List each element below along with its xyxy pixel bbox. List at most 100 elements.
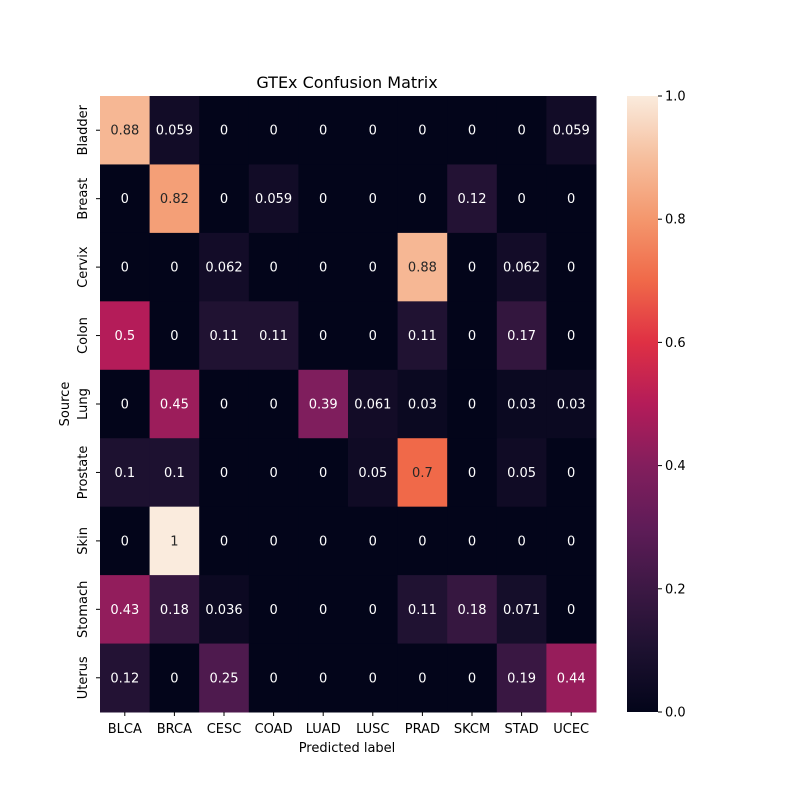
- cell-value-label: 0.12: [110, 671, 139, 686]
- x-tick-label: PRAD: [405, 722, 440, 737]
- cell-value-label: 0: [121, 398, 129, 413]
- cell-value-label: 0: [319, 466, 327, 481]
- cell-value-label: 0: [567, 534, 575, 549]
- cell-value-label: 0.03: [507, 398, 536, 413]
- heatmap-cell: [199, 575, 250, 645]
- heatmap-cell: [199, 506, 250, 576]
- heatmap-cell: [348, 438, 399, 508]
- heatmap-cell: [248, 369, 299, 439]
- cell-value-label: 0.061: [354, 398, 391, 413]
- heatmap-cell: [100, 164, 151, 234]
- heatmap-cell: [100, 96, 151, 165]
- heatmap-cell: [100, 232, 151, 302]
- heatmap-cell: [100, 301, 151, 371]
- colorbar-tick-label: 0.0: [665, 706, 686, 721]
- cell-value-label: 0.059: [553, 124, 590, 139]
- cell-value-label: 0: [517, 124, 525, 139]
- cell-value-label: 0: [468, 534, 476, 549]
- cell-value-label: 0.062: [205, 261, 242, 276]
- cell-value-label: 0.12: [458, 192, 487, 207]
- heatmap-cell: [447, 96, 498, 165]
- heatmap-cell: [496, 643, 547, 713]
- cell-value-label: 1: [170, 534, 178, 549]
- heatmap-cell: [496, 575, 547, 645]
- heatmap-cell: [397, 369, 448, 439]
- heatmap-cell: [199, 301, 250, 371]
- heatmap-cell: [298, 438, 349, 508]
- x-tick-label: LUSC: [356, 722, 389, 737]
- x-tick-label: CESC: [207, 722, 242, 737]
- cell-value-label: 0: [319, 534, 327, 549]
- heatmap-cell: [149, 506, 200, 576]
- y-tick-label: Stomach: [76, 581, 91, 638]
- colorbar: 0.0 0.2 0.4 0.6 0.8 1.0: [627, 90, 686, 721]
- cell-value-label: 0: [220, 534, 228, 549]
- cell-value-label: 0: [517, 192, 525, 207]
- heatmap-cell: [298, 96, 349, 165]
- cell-value-label: 0.05: [507, 466, 536, 481]
- heatmap-cell: [546, 643, 597, 713]
- cell-value-label: 0: [369, 192, 377, 207]
- cell-value-label: 0: [319, 671, 327, 686]
- y-axis-label: Source: [58, 382, 73, 427]
- cell-value-label: 0: [567, 466, 575, 481]
- cell-value-label: 0: [369, 671, 377, 686]
- heatmap-cell: [348, 643, 399, 713]
- heatmap-cell: [348, 506, 399, 576]
- cell-value-label: 0: [468, 124, 476, 139]
- x-tick-label: LUAD: [306, 722, 341, 737]
- heatmap-cell: [496, 96, 547, 165]
- heatmap-cell: [298, 164, 349, 234]
- x-tick-label: BLCA: [108, 722, 142, 737]
- cell-value-label: 0.11: [408, 329, 437, 344]
- cell-value-label: 0.03: [408, 398, 437, 413]
- cell-value-label: 0: [121, 534, 129, 549]
- colorbar-tick-label: 0.6: [665, 336, 686, 351]
- cell-value-label: 0: [269, 534, 277, 549]
- cell-value-label: 0: [269, 466, 277, 481]
- cell-value-label: 0: [468, 466, 476, 481]
- heatmap-cell: [248, 643, 299, 713]
- cell-value-label: 0: [468, 329, 476, 344]
- heatmap-cell: [447, 369, 498, 439]
- heatmap-cell: [397, 643, 448, 713]
- cell-value-label: 0.45: [160, 398, 189, 413]
- heatmap-cell: [546, 369, 597, 439]
- heatmap-cell: [348, 96, 399, 165]
- cell-value-label: 0: [220, 124, 228, 139]
- y-tick-label: Cervix: [76, 246, 91, 288]
- heatmap-cell: [199, 232, 250, 302]
- heatmap-cell: [149, 643, 200, 713]
- heatmap-cell: [447, 643, 498, 713]
- cell-value-label: 0: [369, 124, 377, 139]
- cell-value-label: 0: [220, 398, 228, 413]
- cell-value-label: 0: [369, 261, 377, 276]
- y-tick-label: Skin: [76, 527, 91, 555]
- heatmap-cell: [496, 164, 547, 234]
- heatmap-cell: [100, 369, 151, 439]
- y-tick-label: Uterus: [76, 656, 91, 699]
- heatmap-cell: [496, 369, 547, 439]
- y-tick-label: Prostate: [76, 446, 91, 500]
- cell-value-label: 0: [418, 192, 426, 207]
- colorbar-tick-label: 1.0: [665, 90, 686, 105]
- cell-value-label: 0: [567, 603, 575, 618]
- cell-value-label: 0: [319, 329, 327, 344]
- cell-value-label: 0.05: [358, 466, 387, 481]
- cell-value-label: 0.5: [114, 329, 135, 344]
- cell-value-label: 0.88: [408, 261, 437, 276]
- x-tick-label: STAD: [505, 722, 539, 737]
- cell-value-label: 0: [269, 398, 277, 413]
- heatmap-cell: [397, 506, 448, 576]
- cell-value-label: 0: [567, 329, 575, 344]
- heatmap-cell: [248, 438, 299, 508]
- cell-value-label: 0.071: [503, 603, 540, 618]
- heatmap-cell: [248, 96, 299, 165]
- cell-value-label: 0: [418, 534, 426, 549]
- cell-value-label: 0: [567, 261, 575, 276]
- cell-value-label: 0.18: [458, 603, 487, 618]
- cell-value-label: 0.036: [205, 603, 242, 618]
- heatmap-cell: [447, 438, 498, 508]
- cell-value-label: 0: [269, 261, 277, 276]
- cell-value-label: 0: [269, 124, 277, 139]
